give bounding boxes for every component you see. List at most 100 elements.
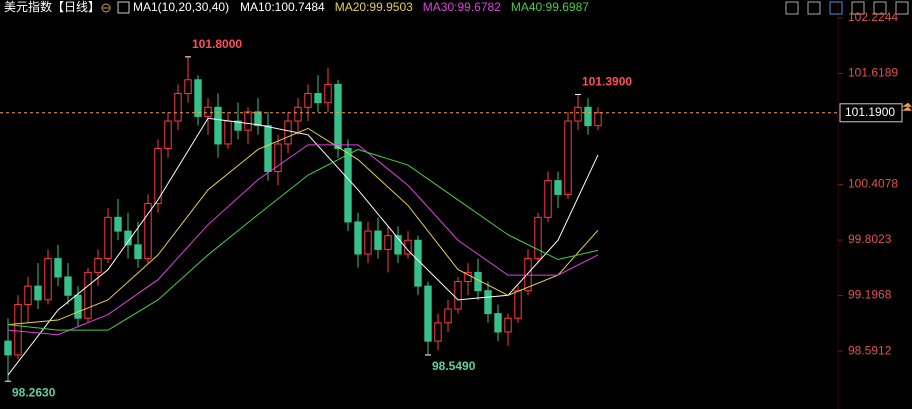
candle-body <box>554 180 562 195</box>
candle <box>64 263 72 305</box>
candle-body <box>214 106 222 145</box>
candle-body <box>364 230 372 255</box>
ma-line <box>7 144 599 336</box>
candle-body <box>94 258 102 273</box>
candle <box>554 171 562 209</box>
extreme-label: 98.2630 <box>12 385 56 399</box>
candle-body <box>154 148 162 205</box>
candle <box>354 212 362 268</box>
candle-body <box>344 148 352 223</box>
toggle-icon[interactable] <box>101 3 111 13</box>
candle-body <box>414 239 422 287</box>
candle-body <box>44 258 52 301</box>
legend-entry: MA20:99.9503 <box>335 0 413 14</box>
candle-body <box>534 216 542 260</box>
candle <box>164 111 172 158</box>
candle-body <box>104 216 112 260</box>
candle-body <box>394 235 402 255</box>
candle-body <box>564 120 572 195</box>
icon[interactable] <box>829 1 843 15</box>
candle-body <box>284 120 292 145</box>
candle <box>214 93 222 158</box>
candle <box>394 226 402 264</box>
candle-body <box>374 230 382 250</box>
icon[interactable] <box>851 1 865 15</box>
candle-body <box>74 294 82 319</box>
candle <box>154 139 162 213</box>
candle-body <box>584 106 592 127</box>
candle <box>54 244 62 287</box>
candle <box>594 107 602 131</box>
icon[interactable] <box>895 1 909 15</box>
candle-body <box>444 308 452 324</box>
candle-body <box>224 120 232 145</box>
candle <box>84 267 92 323</box>
y-tick-label: 101.6189 <box>848 66 898 80</box>
candle-body <box>494 313 502 333</box>
candle-body <box>304 93 312 108</box>
legend-entry: MA30:99.6782 <box>423 0 501 14</box>
candle-body <box>434 322 442 342</box>
current-price-label: 101.1900 <box>845 105 895 119</box>
candle <box>564 111 572 199</box>
candle-body <box>244 111 252 131</box>
candle <box>174 84 182 131</box>
legend-entry: MA10:100.7484 <box>240 0 325 14</box>
candle <box>424 281 432 355</box>
candle-body <box>514 290 522 319</box>
candle-body <box>264 125 272 172</box>
candle-body <box>594 112 602 127</box>
candle <box>24 276 32 323</box>
candle-body <box>454 281 462 310</box>
extreme-label: 101.8000 <box>192 37 242 51</box>
extreme-label: 101.3900 <box>582 75 632 89</box>
candle-body <box>254 111 262 127</box>
candle-body <box>14 303 22 356</box>
candle-body <box>424 285 432 342</box>
candle <box>4 318 12 382</box>
candle-body <box>504 317 512 333</box>
candle <box>504 313 512 346</box>
candle-body <box>334 83 342 150</box>
candle <box>234 102 242 140</box>
candle <box>454 276 462 314</box>
candle <box>324 67 332 112</box>
y-tick-label: 100.4078 <box>848 177 898 191</box>
candle <box>74 286 82 328</box>
candle <box>434 313 442 351</box>
candle <box>484 281 492 323</box>
candle-body <box>544 180 552 218</box>
candle <box>534 212 542 264</box>
candle <box>364 221 372 264</box>
y-tick-label: 98.5912 <box>848 343 892 357</box>
candle <box>34 263 42 310</box>
candle-body <box>4 340 12 356</box>
candle-body <box>384 235 392 250</box>
extreme-label: 98.5490 <box>432 359 476 373</box>
indicator-icon[interactable] <box>117 1 130 14</box>
icon[interactable] <box>873 1 887 15</box>
candle <box>104 208 112 264</box>
candle-body <box>574 106 582 122</box>
price-arrow <box>902 102 912 111</box>
candle-body <box>194 79 202 117</box>
candle <box>14 295 22 360</box>
candle <box>544 171 552 222</box>
candle-body <box>184 79 192 95</box>
icon[interactable] <box>807 1 821 15</box>
candle-body <box>274 143 282 172</box>
candle-body <box>144 203 152 260</box>
candle-body <box>24 285 32 305</box>
icon[interactable] <box>785 1 799 15</box>
candle <box>114 198 122 241</box>
indicator-name: MA1(10,20,30,40) <box>133 0 229 14</box>
candle <box>44 249 52 305</box>
candle-body <box>174 93 182 122</box>
ma-line <box>7 148 599 331</box>
candle <box>94 249 102 287</box>
candle <box>384 226 392 273</box>
candle <box>294 98 302 135</box>
candle-body <box>54 258 62 278</box>
